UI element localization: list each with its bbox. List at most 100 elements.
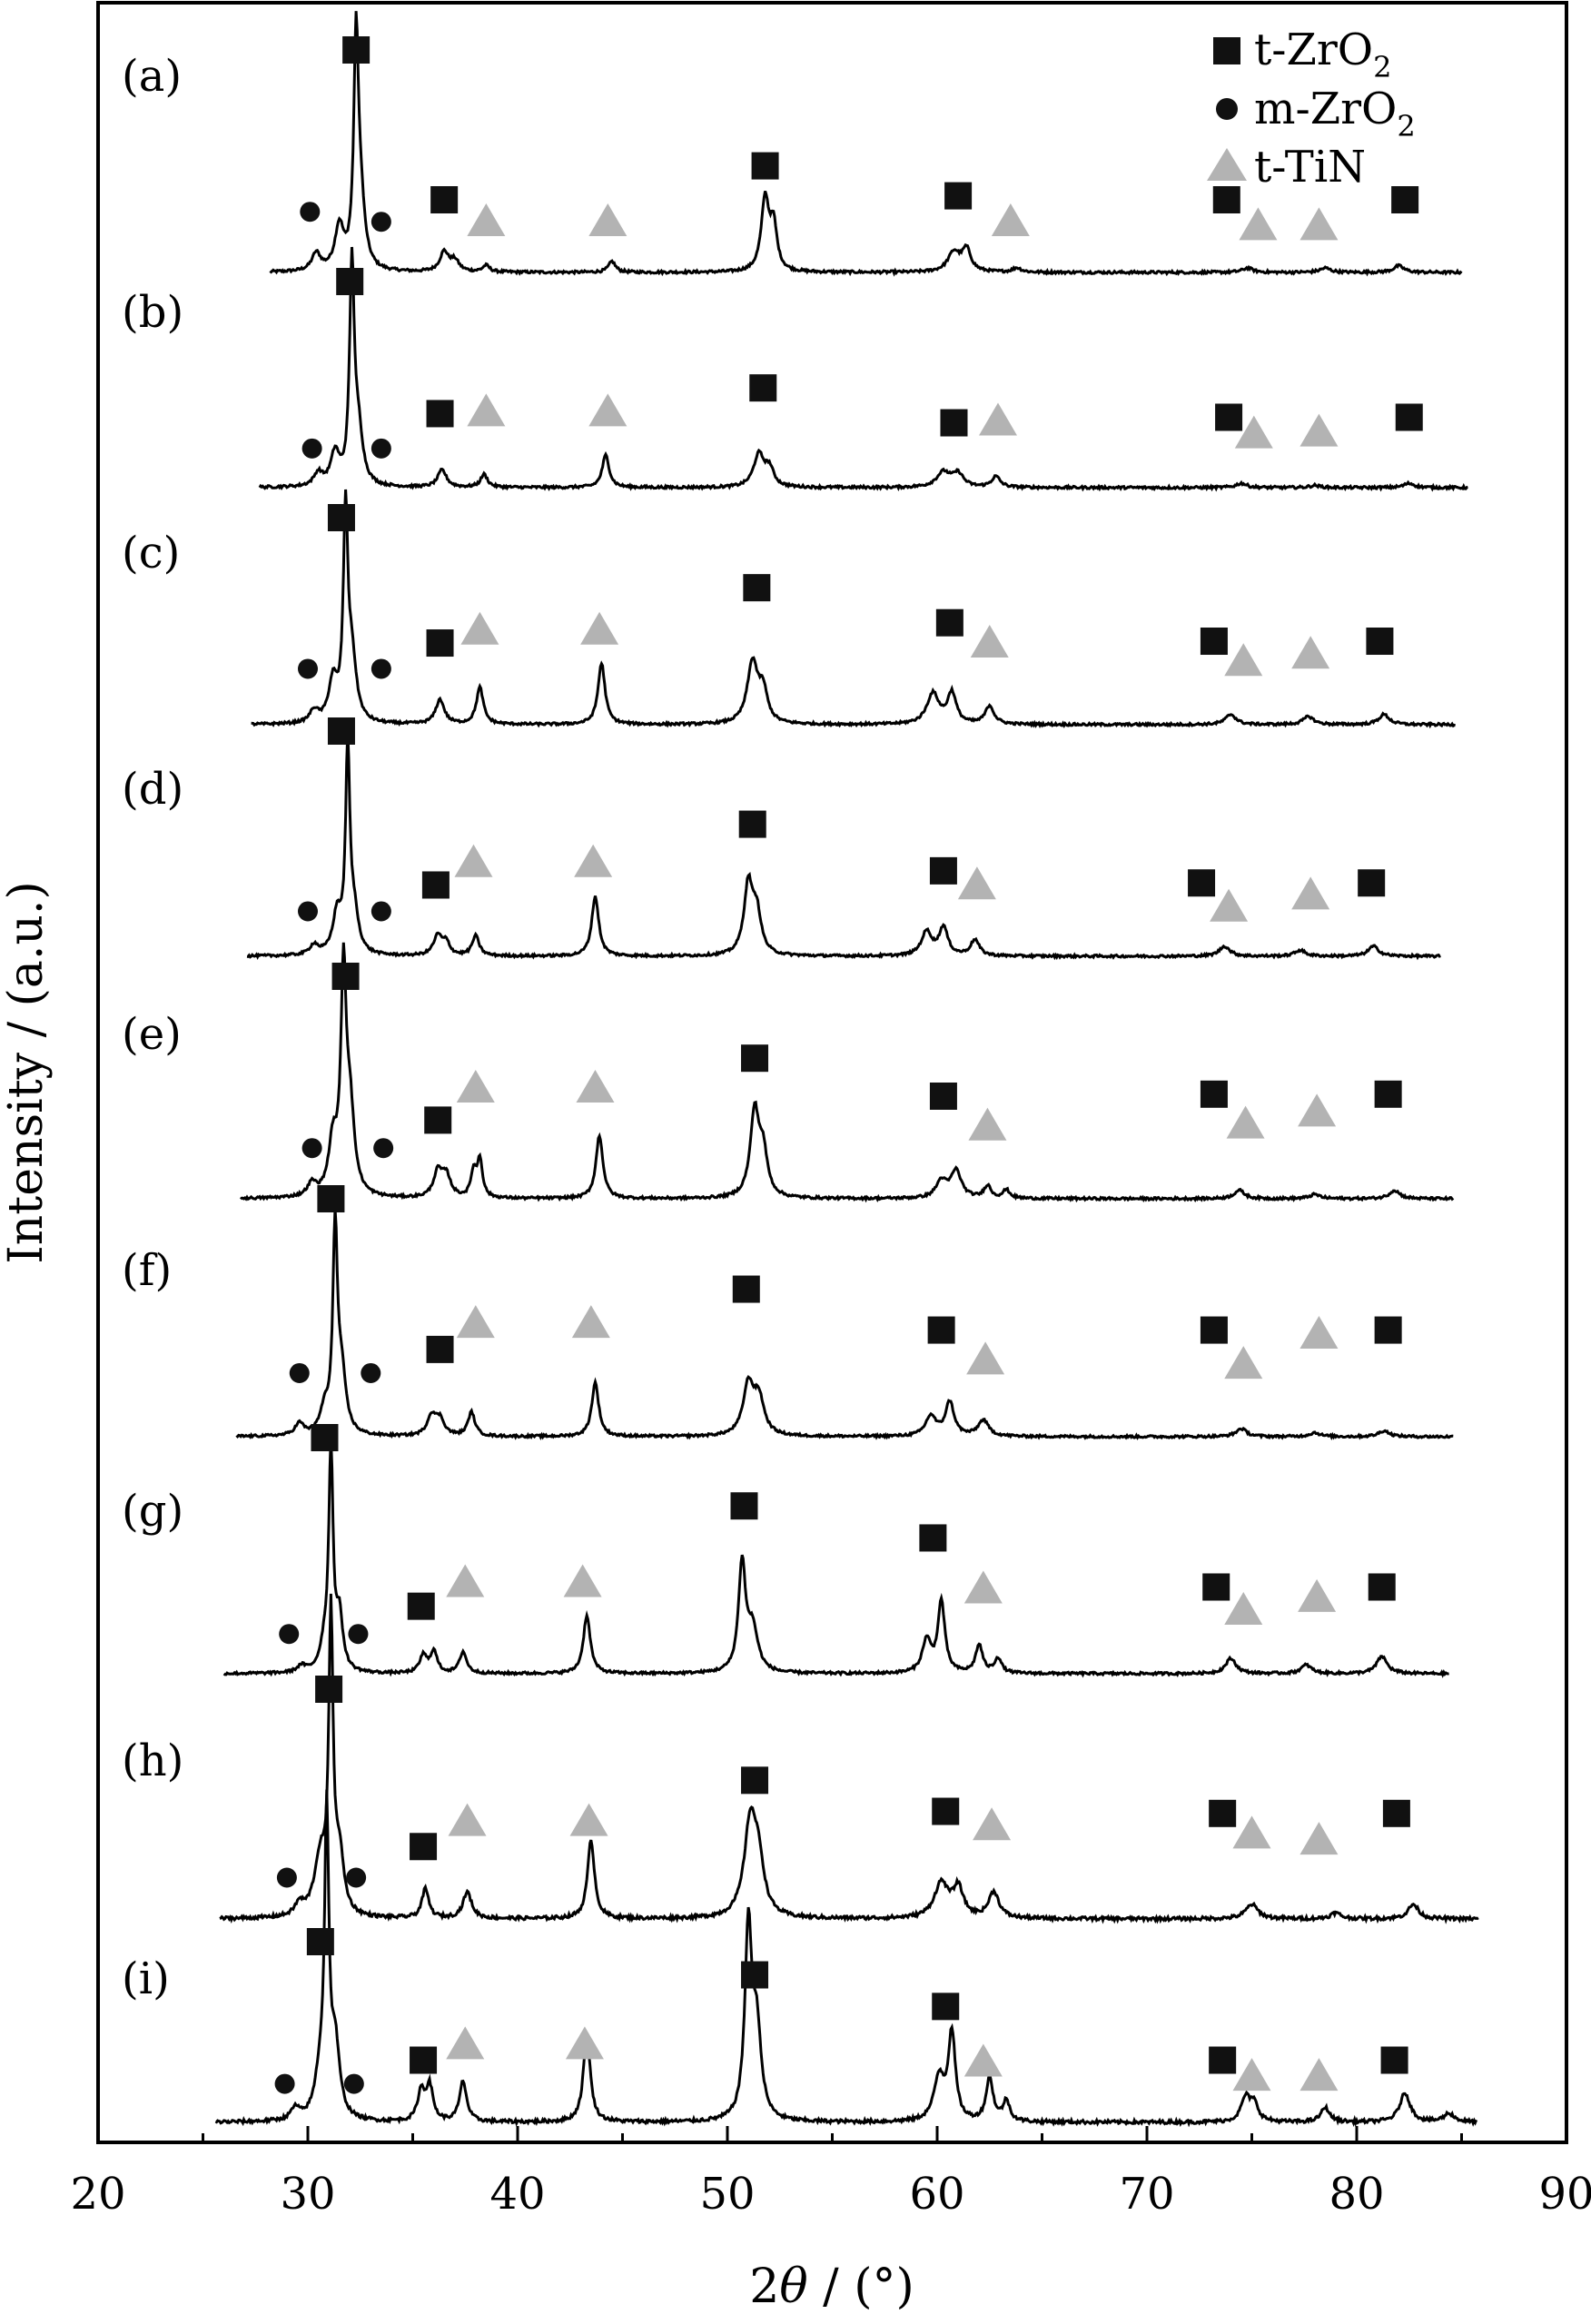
marker-m-zro2 [371,438,391,459]
marker-t-zro2 [738,810,766,838]
marker-t-zro2 [1382,1799,1410,1827]
plot-frame [96,1,1568,2144]
marker-m-zro2 [371,658,391,679]
marker-t-zro2 [1202,1573,1230,1601]
marker-t-zro2 [1209,1799,1237,1827]
marker-m-zro2 [343,2073,364,2094]
x-axis-title-symbol: θ [779,2260,807,2314]
marker-t-tin [1299,1822,1339,1855]
marker-t-tin [446,2026,485,2060]
marker-m-zro2 [276,1867,297,1888]
marker-t-tin [467,203,506,236]
marker-t-zro2 [1374,1080,1402,1108]
marker-t-zro2 [424,1106,452,1134]
marker-t-zro2 [1358,869,1386,897]
series-label: (i) [122,1953,170,2004]
x-tick-label: 30 [280,2169,335,2220]
marker-t-zro2 [426,400,454,428]
marker-m-zro2 [371,901,391,922]
marker-t-zro2 [311,1424,339,1451]
marker-t-tin [963,1570,1003,1604]
legend-label: m-ZrO2 [1254,84,1416,143]
legend-circle-icon [1216,98,1238,120]
marker-t-zro2 [317,1185,345,1212]
marker-t-tin [978,402,1017,436]
marker-t-zro2 [944,182,973,210]
marker-t-zro2 [1215,403,1243,431]
legend-square-icon [1213,37,1240,64]
marker-t-tin [448,1803,487,1836]
marker-t-zro2 [1212,186,1240,213]
marker-t-tin [970,625,1009,658]
series-label: (h) [122,1736,183,1786]
x-axis: 20 30 40 50 60 70 80 90 [70,2126,1591,2220]
marker-t-zro2 [327,504,355,531]
marker-m-zro2 [300,202,321,223]
legend-label: t-ZrO2 [1254,25,1392,84]
marker-t-zro2 [751,152,779,180]
marker-t-zro2 [919,1524,947,1552]
marker-t-zro2 [410,1833,438,1861]
marker-t-zro2 [929,1083,957,1110]
marker-t-zro2 [1395,403,1423,431]
marker-m-zro2 [361,1362,381,1383]
marker-t-zro2 [741,1766,769,1795]
marker-t-tin [580,611,619,645]
series-line [258,246,1468,492]
marker-t-tin [1224,1346,1263,1380]
marker-t-zro2 [426,629,454,658]
marker-t-zro2 [306,1928,334,1955]
marker-t-zro2 [1391,186,1419,213]
series-line [222,1436,1449,1678]
marker-t-tin [1291,876,1330,910]
marker-t-zro2 [1200,628,1228,656]
series-line [219,1593,1479,1924]
x-tick-label: 70 [1119,2169,1174,2220]
marker-t-zro2 [327,717,355,745]
marker-t-tin [1224,643,1263,677]
marker-t-tin [1299,413,1339,447]
marker-t-tin [576,1070,615,1103]
marker-t-tin [968,1107,1007,1141]
marker-t-zro2 [935,608,963,637]
marker-t-zro2 [407,1592,435,1620]
marker-t-tin [574,844,613,877]
series-line [246,730,1441,961]
marker-t-tin [1291,636,1330,669]
series-label: (a) [122,51,182,102]
marker-t-tin [1299,1315,1339,1349]
marker-m-zro2 [373,1138,394,1159]
series-label: (g) [122,1486,183,1537]
marker-t-tin [563,1564,602,1597]
marker-t-zro2 [1200,1316,1228,1344]
marker-m-zro2 [301,1138,322,1159]
marker-t-zro2 [336,268,364,295]
marker-t-tin [571,1305,610,1339]
marker-t-zro2 [421,871,450,899]
marker-t-tin [966,1341,1005,1375]
marker-t-tin [588,203,628,236]
marker-layer [274,36,1423,2094]
marker-t-tin [446,1564,485,1597]
x-tick-label: 80 [1329,2169,1384,2220]
marker-t-zro2 [730,1492,758,1520]
marker-t-zro2 [927,1316,955,1344]
marker-t-tin [1224,1592,1263,1625]
marker-m-zro2 [346,1867,367,1888]
x-axis-title-suffix: / (°) [808,2260,914,2314]
legend-triangle-icon [1207,148,1247,181]
marker-t-zro2 [1366,628,1394,656]
series-layer: (a) (b) (c) (d) (e) (f) (g) (h) (i) [122,11,1479,2128]
marker-t-zro2 [410,2046,438,2074]
marker-t-tin [1210,888,1249,922]
marker-t-zro2 [741,1044,769,1073]
marker-m-zro2 [289,1362,310,1383]
marker-t-tin [957,866,996,900]
marker-t-tin [1239,207,1278,241]
marker-t-zro2 [342,36,371,64]
marker-t-zro2 [932,1797,960,1825]
marker-t-tin [1234,415,1273,449]
marker-t-tin [973,1807,1012,1841]
series-line [214,1789,1478,2128]
marker-t-zro2 [749,374,777,402]
